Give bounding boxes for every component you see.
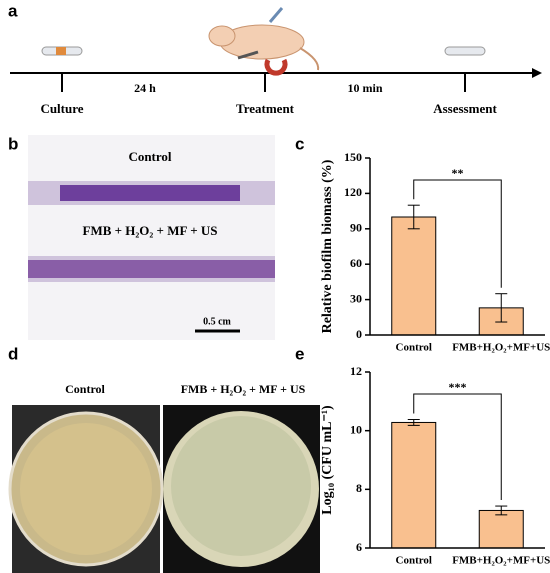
y-tick-label: 0 — [356, 327, 362, 341]
agar — [171, 416, 311, 556]
biofilm-stain — [28, 260, 275, 278]
interval-label: 10 min — [347, 81, 382, 95]
panel-label: a — [8, 1, 18, 20]
panel-label: b — [8, 134, 18, 153]
y-tick-label: 90 — [350, 221, 362, 235]
interval-label: 24 h — [134, 81, 156, 95]
biofilm-stain — [60, 185, 240, 201]
y-axis-label: Relative biofilm biomass (%) — [320, 159, 335, 333]
photo-label: Control — [128, 149, 171, 164]
mouse-illustration — [208, 7, 320, 76]
error-bar — [407, 419, 420, 426]
y-tick-label: 30 — [350, 291, 362, 305]
scale-bar-label: 0.5 cm — [203, 316, 231, 327]
significance-label: ** — [452, 166, 464, 180]
y-tick-label: 8 — [356, 481, 362, 495]
y-tick-label: 60 — [350, 256, 362, 270]
y-tick-label: 120 — [344, 185, 362, 199]
photo-label: FMB + H₂O₂ + MF + US — [83, 223, 218, 238]
colonies — [20, 423, 152, 555]
step-label: Culture — [40, 101, 83, 116]
tube-biofilm — [56, 47, 66, 55]
step-label: Treatment — [236, 101, 295, 116]
panel-label: c — [295, 134, 304, 153]
x-tick-label: FMB+H₂O₂+MF+US — [452, 555, 550, 567]
error-bar — [495, 293, 508, 323]
y-axis-label: Log₁₀ (CFU mL⁻¹) — [320, 405, 335, 515]
bar — [391, 421, 437, 549]
x-tick-label: FMB+H₂O₂+MF+US — [452, 342, 550, 354]
photo-background — [28, 135, 275, 340]
panel-label: e — [295, 344, 304, 363]
step-label: Assessment — [433, 101, 497, 116]
y-tick-label: 10 — [350, 422, 362, 436]
photo-label: Control — [65, 382, 105, 396]
bar — [391, 216, 437, 336]
error-bar — [495, 505, 508, 516]
panel-label: d — [8, 344, 18, 363]
significance-bracket — [413, 393, 502, 501]
y-tick-label: 150 — [344, 150, 362, 164]
x-tick-label: Control — [396, 342, 432, 354]
photo-label: FMB + H₂O₂ + MF + US — [181, 382, 306, 396]
y-tick-label: 12 — [350, 364, 362, 378]
significance-bracket — [413, 179, 502, 288]
bar — [478, 509, 524, 549]
y-tick-label: 6 — [356, 540, 362, 554]
tube — [444, 46, 486, 56]
timeline-arrow — [532, 68, 542, 78]
x-tick-label: Control — [396, 555, 432, 567]
error-bar — [407, 204, 420, 230]
significance-label: *** — [449, 380, 467, 394]
